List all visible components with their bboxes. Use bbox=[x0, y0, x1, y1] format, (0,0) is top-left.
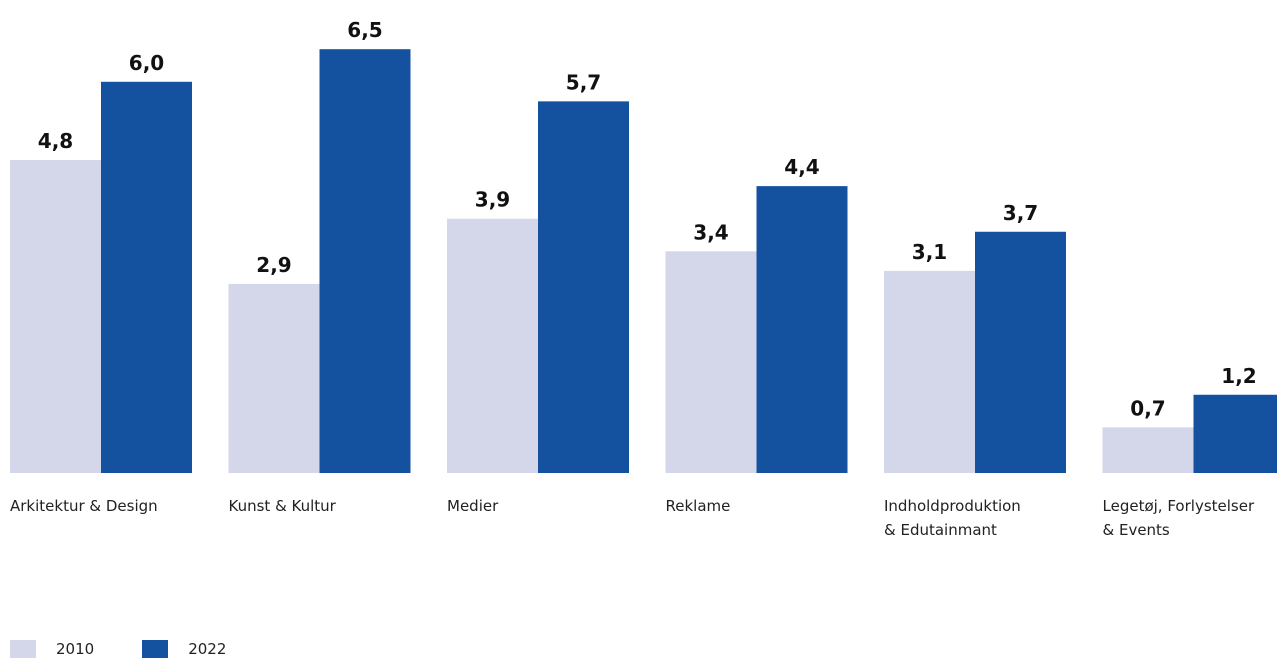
legend: 2010 2022 bbox=[10, 640, 274, 658]
value-label-2022-2: 5,7 bbox=[566, 70, 601, 94]
value-label-2010-4: 3,1 bbox=[912, 240, 947, 264]
category-label-4: Indholdproduktion & Edutainmant bbox=[884, 497, 1021, 539]
value-label-2010-3: 3,4 bbox=[693, 220, 728, 244]
legend-item-2022: 2022 bbox=[142, 640, 226, 658]
value-label-2010-5: 0,7 bbox=[1130, 396, 1165, 420]
value-label-2022-3: 4,4 bbox=[784, 155, 819, 179]
legend-label-2022: 2022 bbox=[188, 640, 227, 658]
value-label-2010-0: 4,8 bbox=[38, 129, 73, 153]
legend-item-2010: 2010 bbox=[10, 640, 94, 658]
bar-2022-4 bbox=[975, 231, 1066, 473]
category-label-1: Kunst & Kultur bbox=[228, 497, 336, 515]
value-label-2022-5: 1,2 bbox=[1221, 364, 1256, 388]
category-label-0: Arkitektur & Design bbox=[10, 497, 158, 515]
value-label-2022-1: 6,5 bbox=[347, 18, 382, 42]
bar-2022-1 bbox=[319, 49, 411, 473]
value-label-2022-0: 6,0 bbox=[129, 51, 164, 75]
value-label-2010-2: 3,9 bbox=[475, 188, 510, 212]
bar-2022-0 bbox=[101, 81, 192, 474]
bar-2010-2 bbox=[447, 218, 538, 473]
legend-swatch-2022 bbox=[142, 640, 169, 658]
category-label-3: Reklame bbox=[665, 497, 731, 515]
bar-2010-1 bbox=[228, 283, 320, 473]
bar-2010-4 bbox=[884, 270, 975, 473]
bar-2022-2 bbox=[538, 101, 629, 474]
bar-2010-3 bbox=[665, 251, 757, 473]
bar-2010-0 bbox=[10, 160, 101, 474]
category-label-2: Medier bbox=[447, 497, 499, 515]
bar-2022-5 bbox=[1193, 394, 1277, 473]
bar-2022-3 bbox=[756, 186, 848, 473]
legend-label-2010: 2010 bbox=[56, 640, 95, 658]
category-label-5: Legetøj, Forlystelser & Events bbox=[1102, 497, 1255, 539]
bar-2010-5 bbox=[1102, 427, 1194, 473]
legend-swatch-2010 bbox=[10, 640, 36, 658]
value-label-2022-4: 3,7 bbox=[1003, 201, 1038, 225]
value-label-2010-1: 2,9 bbox=[256, 253, 291, 277]
